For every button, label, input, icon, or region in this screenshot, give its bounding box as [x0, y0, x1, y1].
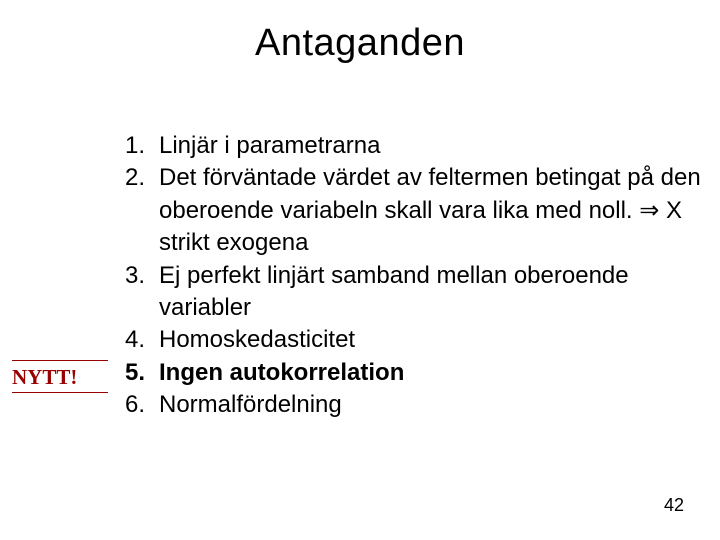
list-number: 2.	[105, 162, 159, 194]
list-item: 2. Det förväntade värdet av feltermen be…	[105, 162, 702, 259]
list-text: Linjär i parametrarna	[159, 130, 702, 162]
list-item: 4. Homoskedasticitet	[105, 324, 702, 356]
list-text: Normalfördelning	[159, 389, 702, 421]
list-number: 6.	[105, 389, 159, 421]
new-annotation: NYTT!	[12, 360, 108, 393]
list-item: 6. Normalfördelning	[105, 389, 702, 421]
annotation-rule-bottom	[12, 392, 108, 393]
list-item: 1. Linjär i parametrarna	[105, 130, 702, 162]
assumption-list: 1. Linjär i parametrarna 2. Det förvänta…	[105, 130, 702, 422]
list-text: Det förväntade värdet av feltermen betin…	[159, 162, 702, 259]
list-number: 1.	[105, 130, 159, 162]
list-text: Ingen autokorrelation	[159, 357, 702, 389]
list-number: 4.	[105, 324, 159, 356]
page-title: Antaganden	[0, 22, 720, 65]
list-item: 3. Ej perfekt linjärt samband mellan obe…	[105, 260, 702, 325]
page-number: 42	[664, 495, 684, 516]
list-number: 5.	[105, 357, 159, 389]
list-text: Ej perfekt linjärt samband mellan oberoe…	[159, 260, 702, 325]
list-item: 5. Ingen autokorrelation	[105, 357, 702, 389]
annotation-label: NYTT!	[12, 361, 108, 392]
list-text: Homoskedasticitet	[159, 324, 702, 356]
slide: Antaganden 1. Linjär i parametrarna 2. D…	[0, 0, 720, 540]
list-number: 3.	[105, 260, 159, 292]
assumption-list-container: 1. Linjär i parametrarna 2. Det förvänta…	[105, 130, 702, 422]
